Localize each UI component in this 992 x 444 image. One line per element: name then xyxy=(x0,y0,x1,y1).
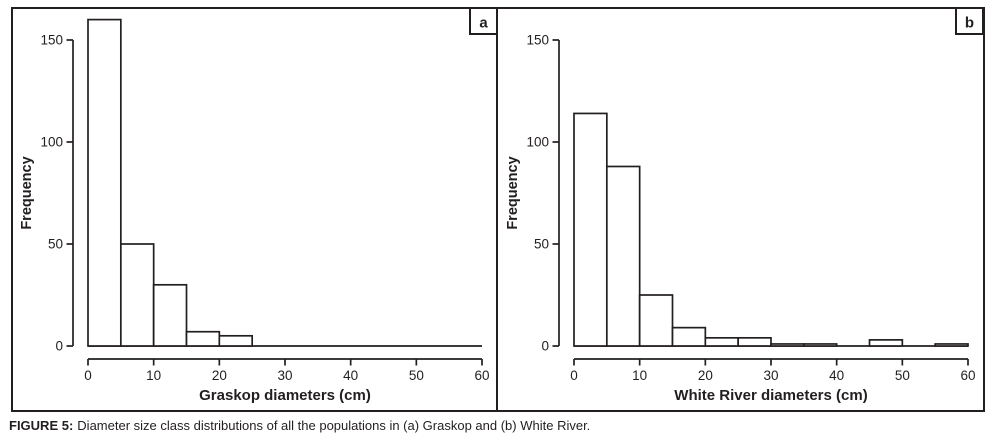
x-tick-label: 50 xyxy=(409,368,424,383)
y-tick-label: 50 xyxy=(48,237,63,252)
x-axis-title: Graskop diameters (cm) xyxy=(199,387,371,404)
panel-letter: a xyxy=(479,15,488,32)
histogram-bar xyxy=(671,326,707,347)
x-tick-label: 10 xyxy=(632,368,647,383)
panel-letter: b xyxy=(965,15,974,32)
histogram-bar xyxy=(185,330,221,347)
x-axis-title: White River diameters (cm) xyxy=(674,387,867,404)
x-tick-label: 40 xyxy=(829,368,844,383)
histogram-bar xyxy=(737,336,772,347)
x-tick-label: 30 xyxy=(763,368,778,383)
histogram-bar xyxy=(218,334,254,347)
panel-letter-box xyxy=(955,9,984,35)
histogram-bar xyxy=(638,294,674,347)
figure-caption-label: FIGURE 5: xyxy=(9,418,74,433)
histogram-bar xyxy=(934,343,969,347)
y-axis-title: Frequency xyxy=(505,156,521,229)
histogram-bar xyxy=(152,283,188,347)
x-tick-label: 60 xyxy=(960,368,975,383)
panel-a-histogram: 0 50 100 150 Frequency 0 10 20 30 40 50 60 Graskop d… xyxy=(13,9,498,409)
y-axis-title: Frequency xyxy=(19,156,35,229)
y-tick-label: 0 xyxy=(55,339,63,354)
y-tick-label: 100 xyxy=(40,135,63,150)
x-tick-label: 10 xyxy=(146,368,161,383)
x-tick-label: 20 xyxy=(212,368,227,383)
panel-b-histogram: 0 50 100 150 Frequency 0 10 20 30 40 50 60 White Riv… xyxy=(499,9,984,409)
histogram-bar xyxy=(802,343,838,347)
x-tick-label: 20 xyxy=(698,368,713,383)
histogram-bar xyxy=(868,339,904,347)
x-tick-label: 30 xyxy=(277,368,292,383)
histogram-bar xyxy=(605,165,641,347)
y-tick-label: 0 xyxy=(541,339,549,354)
panel-divider xyxy=(496,9,498,410)
histogram-bar xyxy=(573,112,608,347)
histogram-plot: 0 50 100 150 Frequency 0 10 20 30 40 50 60 Graskop d… xyxy=(19,9,498,404)
x-tick-label: 0 xyxy=(84,368,92,383)
histogram-bar xyxy=(119,243,155,347)
histogram-bar xyxy=(704,336,740,347)
y-tick-label: 100 xyxy=(526,135,549,150)
figure-caption-text: Diameter size class distributions of all… xyxy=(77,418,591,433)
y-tick-label: 150 xyxy=(40,33,63,48)
x-tick-label: 40 xyxy=(343,368,358,383)
figure-caption: FIGURE 5: Diameter size class distributio… xyxy=(9,418,590,433)
histogram-plot: 0 50 100 150 Frequency 0 10 20 30 40 50 60 White Riv… xyxy=(505,9,984,404)
histogram-bar xyxy=(770,343,805,347)
x-tick-label: 60 xyxy=(474,368,489,383)
figure-box: 0 50 100 150 Frequency 0 10 20 30 40 50 60 Graskop d… xyxy=(11,7,985,412)
x-tick-label: 0 xyxy=(570,368,578,383)
y-tick-label: 50 xyxy=(534,237,549,252)
y-tick-label: 150 xyxy=(526,33,549,48)
x-tick-label: 50 xyxy=(895,368,910,383)
histogram-bar xyxy=(87,18,122,347)
